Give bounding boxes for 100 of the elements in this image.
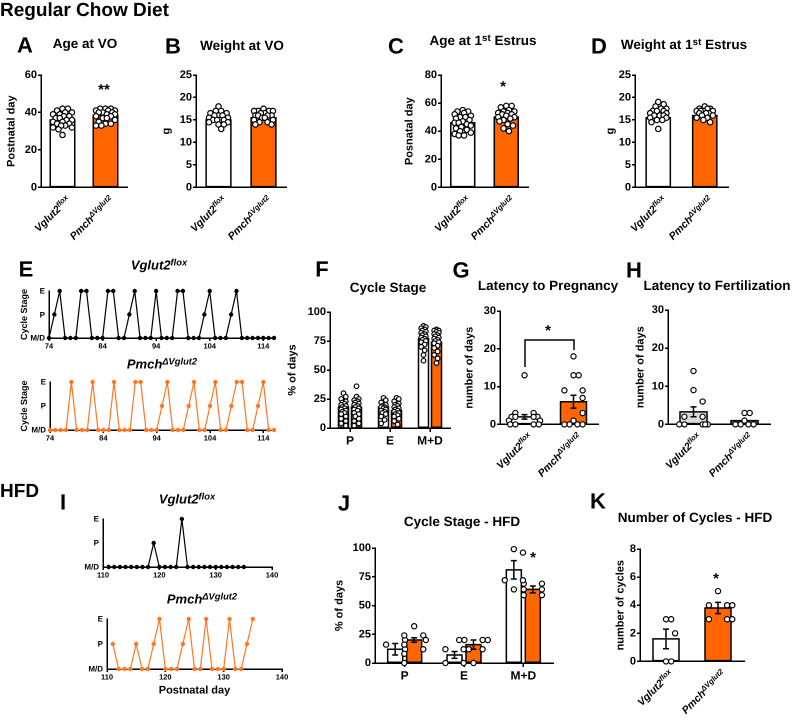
y-tick-label: 0	[30, 181, 37, 194]
y-tick-label: 100	[352, 542, 371, 554]
y-tick-label: 2	[630, 627, 636, 640]
text: Regular Chow Diet	[0, 0, 169, 22]
y-axis-title: g	[604, 128, 617, 135]
y-tick-label: 30	[652, 304, 664, 316]
y-tick-label: 20	[24, 144, 37, 156]
text: B	[165, 33, 181, 59]
text: P	[40, 401, 46, 411]
text: E	[18, 256, 34, 282]
y-tick-label: 10	[484, 380, 496, 393]
y-tick-label: 100	[308, 306, 326, 318]
y-tick-label: 25	[314, 393, 326, 406]
x-axis-title: Postnatal day	[158, 684, 232, 696]
text: M/D	[30, 333, 45, 343]
y-tick-label: 60	[424, 97, 437, 110]
y-tick-label: 10	[652, 380, 664, 392]
text: J	[338, 490, 350, 516]
chart-title: Latency to Fertilization	[643, 278, 791, 294]
text: I	[60, 489, 66, 515]
chart-title: Vglut2$^{flox}$	[158, 491, 216, 508]
annotation: *	[530, 549, 536, 567]
y-tick-label: 0	[658, 418, 664, 430]
chart-title: Number of Cycles - HFD	[618, 510, 772, 526]
text: A	[17, 32, 33, 58]
text: P	[40, 310, 45, 320]
x-tick-label: E	[460, 668, 468, 683]
x-tick-label: P	[346, 434, 354, 448]
y-axis-title: Posnatal day	[404, 96, 416, 166]
text: M/D	[31, 425, 46, 435]
chart-title: Cycle Stage	[350, 280, 426, 296]
chart-title: Weight at VO	[200, 38, 284, 54]
text: P	[98, 639, 103, 649]
chart-title: Age at 1$^{st}$ Estrus	[430, 32, 536, 49]
x-tick-label: M+D	[510, 668, 536, 683]
text: HFD	[0, 481, 40, 503]
text: E	[40, 286, 45, 296]
annotation: *	[713, 570, 719, 588]
y-tick-label: 10	[618, 136, 631, 148]
y-axis-title: g	[160, 128, 173, 135]
chart-title: Vglut2$^{flox}$	[130, 257, 188, 274]
text: K	[590, 488, 606, 514]
y-tick-label: 4	[630, 599, 637, 612]
x-tick-label: E	[386, 434, 394, 448]
y-axis-title: Cycle Stage	[18, 288, 29, 340]
y-tick-label: 8	[630, 543, 636, 556]
y-tick-label: 0	[320, 422, 326, 434]
text: C	[388, 33, 404, 59]
text: G	[452, 257, 470, 283]
annotation: *	[545, 322, 551, 340]
y-tick-label: 20	[484, 342, 496, 355]
chart-title: Weight at 1$^{st}$ Estrus	[620, 36, 748, 53]
text: F	[315, 256, 329, 282]
y-tick-label: 40	[424, 125, 437, 138]
text: E	[98, 614, 103, 624]
text: P	[94, 538, 99, 548]
x-tick-label: M+D	[417, 434, 444, 448]
text: E	[40, 377, 46, 387]
y-axis-title: Postnatal day	[6, 94, 18, 167]
y-tick-label: 0	[490, 418, 496, 430]
y-tick-label: 0	[186, 181, 192, 194]
text: M/D	[84, 562, 99, 572]
annotation: *	[500, 78, 506, 96]
y-tick-label: 20	[180, 92, 192, 104]
y-tick-label: 50	[314, 364, 326, 376]
chart-title: Pmch$^{ΔVglut2}$	[166, 591, 238, 608]
text: M/D	[88, 664, 103, 674]
y-tick-label: 25	[358, 628, 371, 640]
text: E	[94, 514, 99, 524]
y-tick-label: 6	[630, 571, 636, 584]
x-tick-label: P	[400, 668, 409, 683]
y-axis-title: number of days	[464, 326, 476, 409]
y-axis-title: number of days	[634, 326, 647, 408]
text: H	[626, 257, 642, 283]
y-tick-label: 60	[24, 69, 37, 82]
y-tick-label: 15	[180, 114, 192, 126]
y-tick-label: 0	[630, 655, 636, 668]
y-tick-label: 0	[624, 181, 631, 194]
y-tick-label: 30	[484, 305, 496, 318]
chart-title: Age at VO	[52, 36, 118, 52]
y-tick-label: 20	[652, 342, 664, 354]
y-axis-title: number of cycles	[614, 560, 627, 650]
chart-title: Pmch$^{ΔVglut2}$	[126, 356, 198, 372]
y-tick-label: 10	[180, 136, 192, 148]
y-tick-label: 5	[186, 158, 192, 171]
y-tick-label: 75	[358, 570, 371, 583]
y-tick-label: 25	[618, 69, 631, 82]
text: D	[591, 33, 607, 59]
y-tick-label: 20	[424, 153, 437, 166]
y-tick-label: 20	[618, 92, 631, 104]
y-tick-label: 50	[358, 600, 371, 612]
y-tick-label: 0	[430, 181, 437, 194]
y-tick-label: 40	[24, 106, 37, 118]
y-tick-label: 15	[618, 114, 631, 126]
y-tick-label: 5	[624, 158, 631, 171]
y-tick-label: 80	[424, 69, 437, 82]
y-tick-label: 25	[180, 69, 192, 82]
y-axis-title: % of days	[334, 580, 346, 632]
y-axis-title: % of days	[286, 344, 299, 396]
chart-title: Latency to Pregnancy	[478, 278, 618, 294]
